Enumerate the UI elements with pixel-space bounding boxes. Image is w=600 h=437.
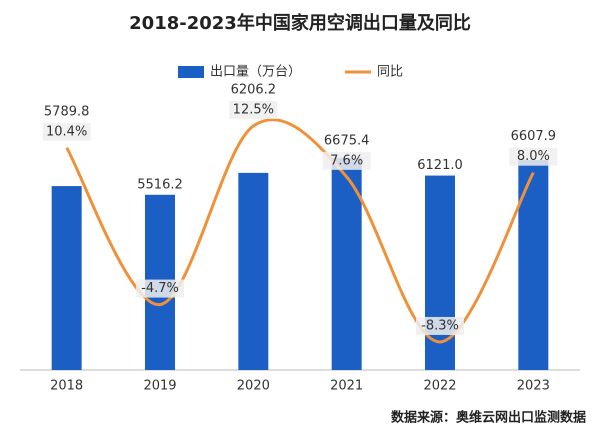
x-tick-label: 2018: [50, 379, 83, 394]
line: [65, 118, 535, 344]
x-tick-label: 2020: [237, 379, 270, 394]
x-tick-label: 2019: [143, 379, 176, 394]
bar: [518, 160, 549, 370]
bar-value-label: 5789.8: [44, 104, 90, 119]
chart-title: 2018-2023年中国家用空调出口量及同比: [129, 12, 471, 34]
bar-value-label: 6607.9: [511, 129, 557, 144]
line-value-label: 7.6%: [330, 153, 363, 168]
line-value-label: 8.0%: [517, 149, 550, 164]
line-value-label: 12.5%: [233, 102, 274, 117]
label-bg: [136, 279, 184, 298]
bar-value-label: 6675.4: [324, 133, 370, 148]
bar: [238, 172, 269, 370]
source: 数据来源：奥维云网出口监测数据: [391, 410, 586, 426]
bar-value-label: 6121.0: [417, 158, 463, 173]
x-tick-label: 2021: [330, 379, 363, 394]
label-bg: [416, 316, 464, 335]
legend-swatch: [178, 66, 204, 78]
bar: [51, 186, 82, 370]
line-value-label: -4.7%: [141, 281, 179, 296]
label-bg: [42, 122, 91, 141]
x-tick-label: 2022: [423, 379, 456, 394]
bar-value-label: 5516.2: [137, 177, 183, 192]
line-value-label: -8.3%: [421, 318, 459, 333]
legend-label: 出口量（万台）: [210, 65, 301, 80]
legend-label: 同比: [377, 65, 403, 80]
label-bg: [229, 100, 278, 119]
bar-value-label: 6206.2: [231, 82, 277, 97]
x-tick-label: 2023: [517, 379, 550, 394]
line-value-label: 10.4%: [46, 124, 87, 139]
label-bg: [509, 147, 558, 166]
label-bg: [322, 151, 371, 170]
